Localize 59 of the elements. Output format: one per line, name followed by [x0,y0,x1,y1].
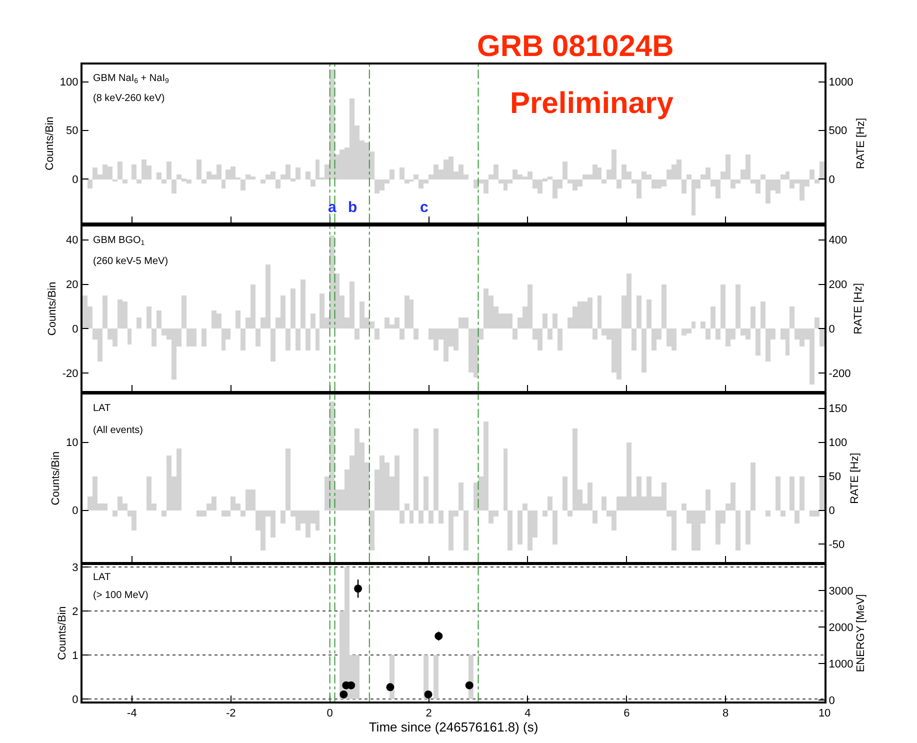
annotation: GBM NaI$_{6}$ + NaI$_{9}$ [93,73,169,86]
y2-tick-label: 0 [828,505,835,518]
y-tick-label: 50 [66,125,78,138]
x-tick-label: 2 [426,708,432,720]
y-tick-label: 1 [72,650,78,662]
y-tick-label: 40 [66,234,78,247]
y2-tick-label: 2000 [828,622,854,634]
annotation: (> 100 MeV) [93,590,148,601]
y2-tick-label: 0 [828,323,835,336]
y-tick-label: 3 [72,562,78,574]
annotation: (260 keV-5 MeV) [93,256,168,267]
y-tick-label: 0 [72,323,78,336]
y2-tick-label: 0 [828,694,835,707]
y-axis-title: Counts/Bin [46,282,58,336]
y-tick-label: 2 [72,606,78,618]
y-tick-label: 0 [72,174,78,186]
x-tick-label: 6 [624,708,630,720]
text: Preliminary [510,87,674,120]
y2-tick-label: 500 [828,125,848,138]
annotation: (All events) [93,425,144,436]
y2-tick-label: 400 [828,234,848,247]
y2-tick-label: 0 [828,174,835,186]
chart-title: GRB 081024B [477,30,674,63]
x-tick-label: 10 [818,708,831,720]
y2-tick-label: 200 [828,279,848,292]
y2-tick-label: 150 [828,403,848,416]
y-tick-label: 0 [72,694,78,706]
y2-axis-title: RATE [Hz] [852,283,864,334]
y-axis-title: Counts/Bin [44,116,56,170]
annotation: GBM BGO$_{1}$ [93,235,145,248]
x-tick-label: -2 [226,708,236,720]
y2-tick-label: 1000 [828,76,854,89]
annotation: (8 keV-260 keV) [93,93,165,104]
y2-tick-label: 50 [828,471,842,484]
x-axis-title: Time since (246576161.8) (s) [368,720,538,735]
y2-axis-title: RATE [Hz] [848,452,861,504]
annotation: c [420,199,428,216]
y-tick-label: -20 [62,368,78,380]
annotation: LAT [93,572,111,583]
y2-tick-label: -50 [828,539,845,552]
annotation: LAT [93,403,111,414]
x-tick-label: 8 [722,708,729,720]
y-tick-label: 0 [72,505,78,518]
y2-axis-title: RATE [Hz] [854,118,867,170]
y2-axis-title: ENERGY [MeV] [854,594,867,672]
y2-tick-label: 1000 [828,658,854,670]
y-tick-label: 10 [66,437,78,450]
annotation: b [348,199,358,216]
y2-tick-label: 3000 [828,585,854,598]
annotation: a [328,199,337,216]
y-axis-title: Counts/Bin [56,606,68,660]
y2-tick-label: -200 [828,368,851,380]
y2-tick-label: 100 [828,437,848,450]
y-tick-label: 100 [60,76,78,89]
y-tick-label: 20 [66,279,78,292]
x-tick-label: 0 [326,708,333,720]
x-tick-label: -4 [127,708,137,720]
y-axis-title: Counts/Bin [50,451,62,506]
x-tick-label: 4 [524,708,531,720]
